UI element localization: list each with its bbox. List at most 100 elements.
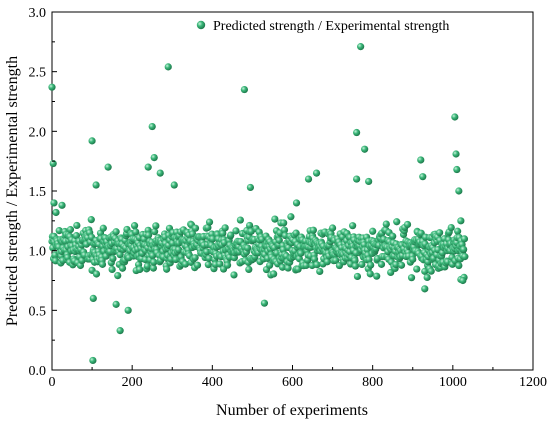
data-point	[89, 356, 97, 365]
data-point	[203, 248, 211, 256]
data-point	[116, 251, 124, 259]
x-tick-label: 200	[122, 375, 143, 390]
data-point	[461, 253, 469, 261]
data-point	[236, 216, 244, 224]
data-point	[284, 264, 292, 272]
data-point	[109, 254, 117, 263]
data-point	[230, 271, 238, 279]
data-point	[452, 150, 460, 158]
data-point	[304, 175, 313, 183]
x-tick-label: 800	[362, 375, 383, 390]
data-point	[313, 261, 321, 269]
data-point	[170, 181, 178, 189]
data-point	[205, 254, 213, 262]
data-point	[278, 263, 287, 271]
data-point	[271, 215, 279, 223]
x-tick-label: 0	[49, 375, 56, 390]
data-point	[150, 258, 158, 266]
data-point	[353, 272, 362, 281]
y-tick-label: 1.5	[29, 185, 47, 200]
data-point	[181, 260, 190, 268]
data-point	[459, 276, 467, 285]
x-tick-label: 1000	[439, 375, 467, 390]
data-point	[148, 122, 156, 131]
x-tick-label: 400	[202, 375, 223, 390]
data-point	[156, 169, 164, 177]
data-point	[52, 208, 60, 217]
data-point	[223, 261, 232, 269]
x-axis-title: Number of experiments	[216, 402, 368, 419]
data-point	[89, 294, 97, 302]
legend-label: Predicted strength / Experimental streng…	[213, 19, 449, 34]
data-point	[328, 224, 337, 232]
data-point	[423, 273, 431, 282]
data-point	[361, 145, 369, 153]
data-point	[419, 173, 427, 181]
data-point	[312, 169, 321, 177]
data-point	[358, 260, 366, 269]
data-point	[332, 256, 340, 264]
data-point	[204, 261, 212, 269]
y-tick-label: 2.5	[29, 66, 47, 81]
data-point	[393, 218, 401, 226]
data-point	[49, 159, 57, 168]
data-point	[353, 175, 361, 183]
data-point	[447, 223, 455, 232]
data-point	[309, 226, 317, 234]
data-point	[455, 261, 463, 270]
data-point	[150, 153, 158, 162]
data-point	[191, 254, 199, 262]
data-point	[275, 236, 283, 244]
data-point	[244, 244, 252, 252]
x-tick-label: 600	[282, 375, 303, 390]
data-point	[270, 270, 278, 278]
data-point	[297, 249, 305, 257]
data-point	[149, 264, 158, 272]
data-point	[72, 232, 81, 240]
data-point	[280, 226, 289, 234]
data-point	[73, 221, 81, 230]
ticks-layer: 0 200 400 600 800 1000 1200 0.0 0.5 1.0 1.5 2.0 2.5 3…	[29, 6, 548, 390]
data-point	[191, 224, 200, 232]
data-point	[144, 163, 152, 171]
data-point	[112, 300, 120, 308]
y-tick-label: 2.0	[29, 125, 47, 140]
data-point	[357, 43, 365, 51]
data-point	[219, 229, 227, 237]
data-point	[66, 226, 75, 234]
data-point	[145, 231, 153, 239]
data-point	[193, 261, 202, 269]
data-point	[175, 246, 183, 254]
data-point	[417, 156, 425, 164]
y-tick-label: 0.0	[29, 364, 47, 379]
data-point	[50, 199, 58, 207]
data-point	[112, 228, 120, 236]
data-point	[351, 262, 360, 270]
data-point	[118, 264, 127, 272]
data-point	[457, 217, 465, 225]
data-point	[460, 235, 469, 243]
data-point	[209, 235, 217, 243]
data-point	[349, 222, 357, 230]
data-point	[245, 265, 253, 274]
data-point	[302, 261, 310, 270]
data-point	[99, 224, 107, 232]
data-point	[48, 83, 56, 91]
data-point	[373, 272, 381, 280]
data-point	[205, 218, 214, 226]
data-point	[323, 258, 331, 266]
data-point	[246, 221, 254, 230]
data-point	[114, 271, 122, 280]
data-point	[164, 63, 172, 71]
x-tick-label: 1200	[519, 375, 547, 390]
data-point	[116, 327, 124, 335]
data-point	[130, 222, 139, 230]
data-point	[392, 260, 400, 269]
data-point	[389, 232, 397, 240]
data-point	[246, 183, 255, 192]
data-point	[287, 213, 295, 221]
data-point	[143, 262, 151, 270]
y-tick-label: 3.0	[29, 6, 47, 21]
data-point	[397, 261, 406, 269]
